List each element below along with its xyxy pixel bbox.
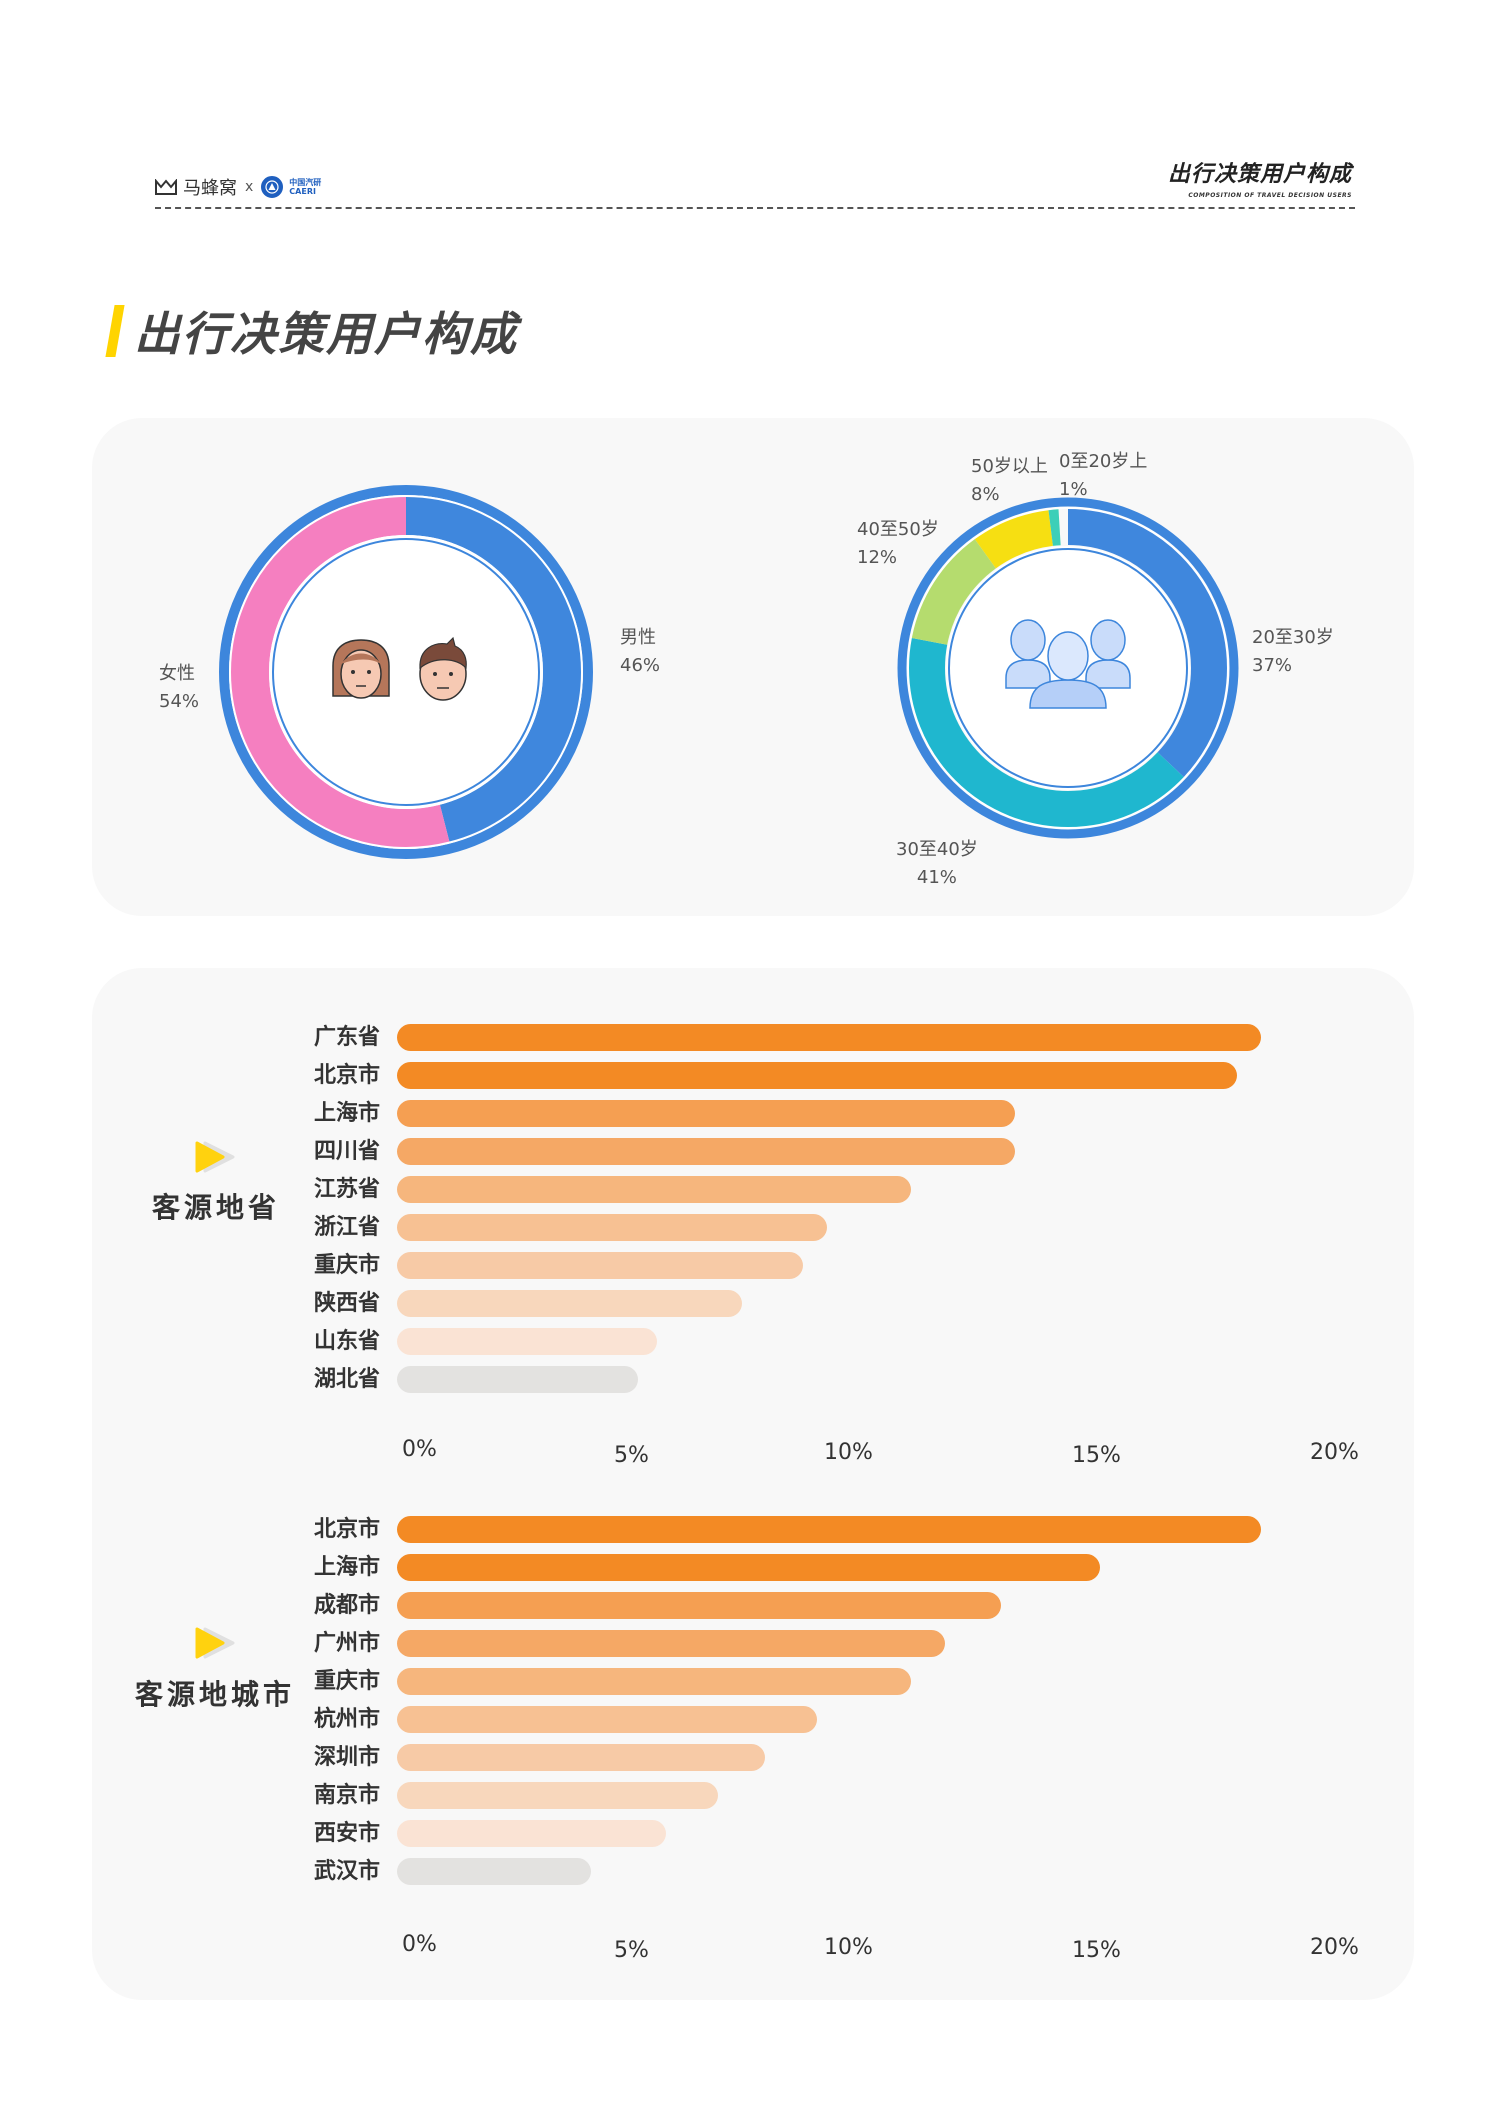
people-group-icon <box>1005 619 1131 709</box>
bar <box>397 1290 742 1317</box>
category-label: 湖北省 <box>313 1367 380 1392</box>
partner-name-cn: 中国汽研 <box>289 178 322 187</box>
category-label: 广州市 <box>313 1631 380 1656</box>
bar <box>397 1214 827 1241</box>
bar <box>397 1024 1261 1051</box>
category-label: 北京市 <box>313 1517 380 1542</box>
brand-name: 马蜂窝 <box>183 178 237 199</box>
category-label: 浙江省 <box>313 1215 380 1240</box>
header-divider <box>155 207 1355 209</box>
category-label: 重庆市 <box>313 1669 380 1694</box>
x-tick: 0% <box>402 1437 437 1462</box>
x-tick: 15% <box>1072 1443 1121 1468</box>
x-tick: 0% <box>402 1932 437 1957</box>
caeri-logo-icon <box>261 176 284 198</box>
bar <box>397 1668 912 1695</box>
header-title: 出行决策用户构成 <box>1167 162 1352 187</box>
bar <box>397 1062 1238 1089</box>
bar <box>397 1366 638 1393</box>
title-accent-bar <box>105 305 125 357</box>
bar <box>397 1706 818 1733</box>
category-label: 深圳市 <box>313 1745 380 1770</box>
age-50plus-label: 50岁以上 8% <box>971 456 1048 505</box>
bar <box>397 1516 1261 1543</box>
female-segment <box>231 497 581 847</box>
bar <box>397 1138 1016 1165</box>
bar <box>397 1858 591 1885</box>
bar <box>397 1252 803 1279</box>
category-label: 江苏省 <box>313 1177 380 1202</box>
bar <box>397 1100 1016 1127</box>
age-20-30-segment <box>909 509 1227 827</box>
female-label: 女性 54% <box>159 663 200 712</box>
category-label: 山东省 <box>313 1329 380 1354</box>
category-label: 四川省 <box>313 1139 380 1164</box>
mafengwo-logo-icon <box>155 179 177 195</box>
header-section-title: 出行决策用户构成 COMPOSITION OF TRAVEL DECISION … <box>1168 156 1352 199</box>
category-label: 西安市 <box>313 1821 380 1846</box>
x-tick: 10% <box>824 1935 873 1960</box>
male-face-icon <box>419 636 467 701</box>
bar <box>397 1328 657 1355</box>
bar <box>397 1630 945 1657</box>
category-label: 成都市 <box>313 1593 380 1618</box>
city-chart-title: 客源地城市 <box>135 1678 296 1711</box>
bar <box>397 1176 912 1203</box>
age-0-20-label: 0至20岁上 1% <box>1059 451 1148 500</box>
header-subtitle: COMPOSITION OF TRAVEL DECISION USERS <box>1188 192 1352 199</box>
bar <box>397 1744 766 1771</box>
category-label: 武汉市 <box>313 1859 380 1884</box>
category-label: 广东省 <box>313 1025 380 1050</box>
x-tick: 10% <box>824 1440 873 1465</box>
gender-donut-chart <box>219 485 593 859</box>
category-label: 杭州市 <box>313 1707 380 1732</box>
x-tick: 20% <box>1310 1935 1359 1960</box>
category-label: 北京市 <box>313 1063 380 1088</box>
bar <box>397 1592 1002 1619</box>
age-30-40-label: 30至40岁 41% <box>896 839 978 888</box>
x-tick: 20% <box>1310 1440 1359 1465</box>
category-label: 陕西省 <box>313 1291 380 1316</box>
age-30-40-segment <box>909 509 1227 827</box>
partner-logo-text: 中国汽研 CAERI <box>289 178 321 196</box>
play-arrow-icon <box>195 1141 235 1173</box>
age-40-50-label: 40至50岁 12% <box>857 519 939 568</box>
age-donut-chart <box>897 497 1239 839</box>
bar <box>397 1554 1101 1581</box>
category-label: 重庆市 <box>313 1253 380 1278</box>
bar <box>397 1820 667 1847</box>
category-label: 上海市 <box>313 1555 380 1580</box>
bar <box>397 1782 718 1809</box>
male-label: 男性 46% <box>620 627 661 676</box>
play-arrow-icon <box>195 1627 235 1659</box>
x-tick: 15% <box>1072 1938 1121 1963</box>
brand-logo: 马蜂窝 x 中国汽研 CAERI <box>155 174 321 200</box>
couple-faces-icon <box>332 639 390 699</box>
page-title-text: 出行决策用户构成 <box>134 307 518 361</box>
brand-separator: x <box>245 179 254 195</box>
province-chart-title: 客源地省 <box>152 1191 281 1224</box>
partner-name-en: CAERI <box>289 187 316 196</box>
category-label: 上海市 <box>313 1101 380 1126</box>
x-tick: 5% <box>614 1938 649 1963</box>
page-title: 出行决策用户构成 <box>105 298 518 364</box>
x-tick: 5% <box>614 1443 649 1468</box>
age-20-30-label: 20至30岁 37% <box>1252 627 1334 676</box>
category-label: 南京市 <box>313 1783 380 1808</box>
